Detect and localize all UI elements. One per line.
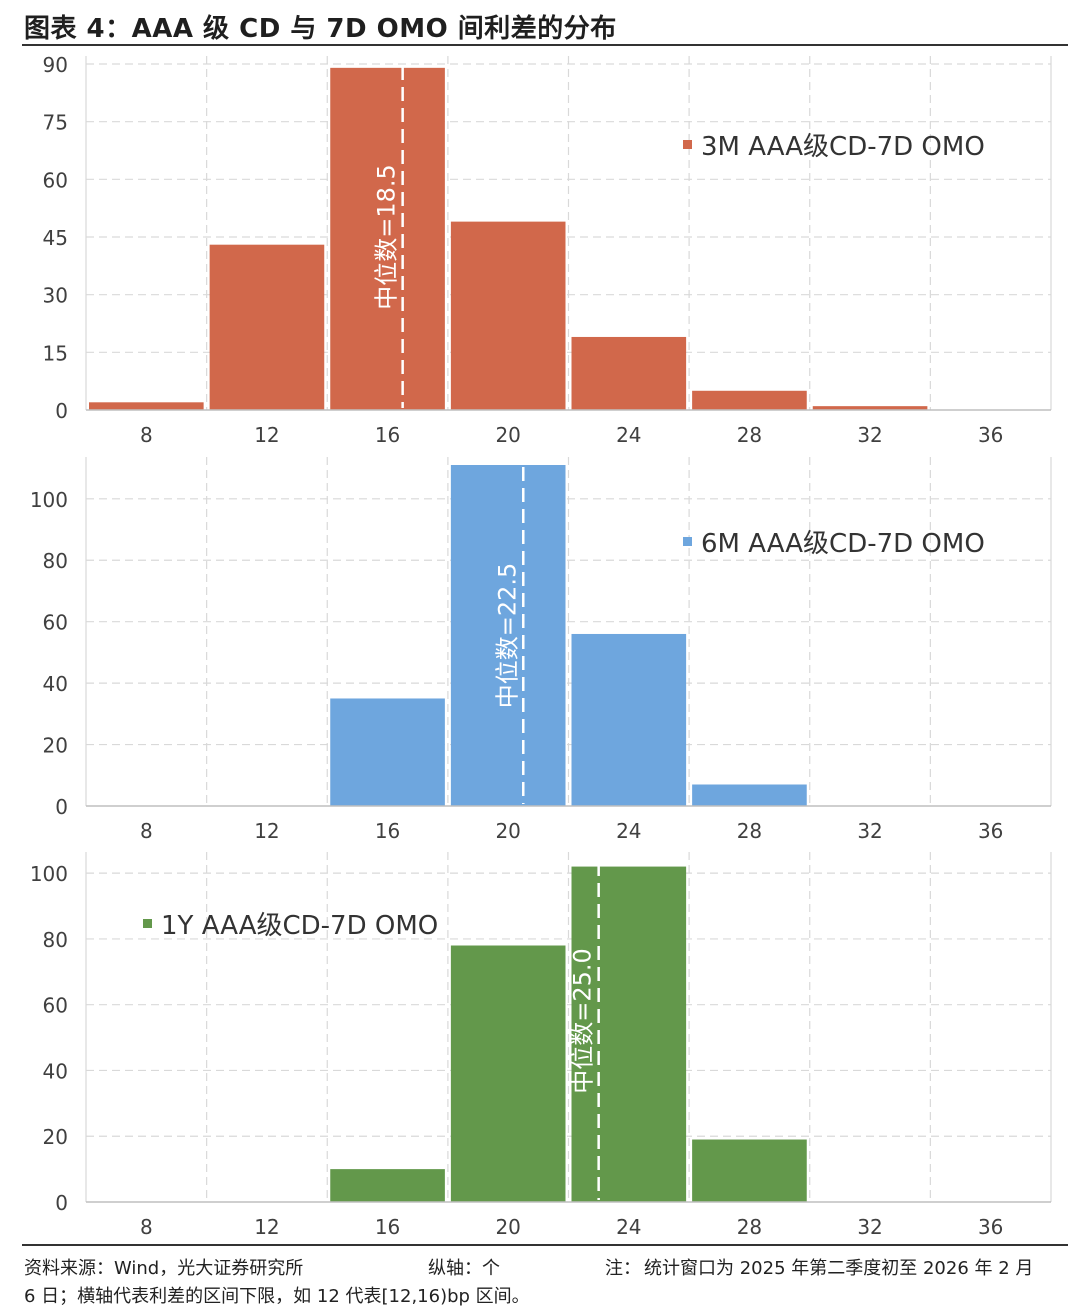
- bar-28: [692, 784, 807, 806]
- y-tick-label: 0: [55, 795, 68, 819]
- y-tick-label: 80: [43, 928, 68, 952]
- x-tick-label: 8: [140, 819, 153, 843]
- y-tick-label: 0: [55, 1191, 68, 1215]
- chart-panel-2: 0 20 40 60 80 100 8 12 16 20 24 28 32 36 中位数=22.5 6M AA…: [30, 457, 1052, 843]
- legend-swatch: [143, 919, 152, 928]
- x-tick-label: 8: [140, 423, 153, 447]
- y-tick-label: 45: [43, 226, 68, 250]
- charts-canvas: 0 15 30 45 60 75 90 8 12 16 20 24 28 32 36 中位数=18.5 3M A…: [30, 53, 1052, 1239]
- x-tick-label: 28: [737, 423, 762, 447]
- y-tick-label: 75: [43, 111, 68, 135]
- x-tick-label: 28: [737, 819, 762, 843]
- x-tick-label: 12: [254, 819, 279, 843]
- x-tick-label: 32: [857, 1215, 882, 1239]
- y-tick-label: 80: [43, 549, 68, 573]
- x-tick-label: 12: [254, 1215, 279, 1239]
- bar-16: [330, 1169, 445, 1202]
- x-tick-label: 32: [857, 423, 882, 447]
- y-tick-label: 60: [43, 611, 68, 635]
- y-tick-label: 40: [43, 1059, 68, 1083]
- figure-title-bar: 图表 4：AAA 级 CD 与 7D OMO 间利差的分布: [22, 4, 1068, 46]
- chart-panel-3: 0 20 40 60 80 100 8 12 16 20 24 28 32 36 中位数=25.0 1Y AA…: [30, 852, 1052, 1239]
- median-label: 中位数=25.0: [569, 948, 597, 1094]
- bar-16: [330, 67, 445, 410]
- y-tick-label: 15: [43, 341, 68, 365]
- x-tick-label: 24: [616, 423, 641, 447]
- bar-20: [450, 945, 566, 1202]
- y-tick-label: 90: [43, 53, 68, 77]
- bar-24: [571, 336, 687, 410]
- bar-12: [209, 244, 325, 410]
- median-label: 中位数=22.5: [493, 563, 521, 709]
- legend-label: 3M AAA级CD-7D OMO: [701, 132, 985, 162]
- bar-28: [692, 390, 807, 410]
- y-tick-label: 40: [43, 672, 68, 696]
- figure-title: 图表 4：AAA 级 CD 与 7D OMO 间利差的分布: [24, 14, 617, 44]
- x-tick-label: 16: [375, 819, 400, 843]
- x-tick-label: 16: [375, 423, 400, 447]
- x-tick-label: 24: [616, 819, 641, 843]
- x-tick-label: 12: [254, 423, 279, 447]
- x-tick-label: 20: [495, 423, 520, 447]
- x-tick-label: 24: [616, 1215, 641, 1239]
- bar-16: [330, 698, 445, 806]
- x-tick-label: 20: [495, 1215, 520, 1239]
- y-tick-label: 100: [30, 488, 68, 512]
- x-tick-label: 20: [495, 819, 520, 843]
- legend-label: 1Y AAA级CD-7D OMO: [161, 911, 438, 941]
- figure-footer: 资料来源：Wind，光大证券研究所 纵轴：个 注： 统计窗口为 2025 年第二…: [22, 1244, 1068, 1307]
- bar-20: [450, 221, 566, 410]
- x-tick-label: 36: [978, 423, 1003, 447]
- note-label: 注：: [605, 1258, 641, 1279]
- y-tick-label: 60: [43, 168, 68, 192]
- y-tick-label: 0: [55, 399, 68, 423]
- legend-swatch: [683, 140, 692, 149]
- y-tick-label: 60: [43, 994, 68, 1018]
- bar-24: [571, 633, 687, 806]
- x-tick-label: 8: [140, 1215, 153, 1239]
- x-tick-label: 28: [737, 1215, 762, 1239]
- bar-20: [450, 465, 566, 806]
- y-tick-label: 20: [43, 734, 68, 758]
- note-text: 统计窗口为 2025 年第二季度初至 2026 年 2 月: [644, 1258, 1034, 1279]
- bar-8: [89, 402, 204, 410]
- bar-24: [571, 866, 687, 1202]
- x-tick-label: 36: [978, 819, 1003, 843]
- y-tick-label: 100: [30, 862, 68, 886]
- yaxis-unit-note: 纵轴：个: [428, 1258, 500, 1279]
- legend-label: 6M AAA级CD-7D OMO: [701, 529, 985, 559]
- chart-panel-1: 0 15 30 45 60 75 90 8 12 16 20 24 28 32 36 中位数=18.5 3M A…: [43, 53, 1052, 447]
- x-tick-label: 36: [978, 1215, 1003, 1239]
- y-tick-label: 30: [43, 284, 68, 308]
- y-tick-label: 20: [43, 1125, 68, 1149]
- bar-32: [812, 406, 928, 410]
- bar-28: [692, 1139, 807, 1202]
- legend-swatch: [683, 537, 692, 546]
- x-tick-label: 16: [375, 1215, 400, 1239]
- x-tick-label: 32: [857, 819, 882, 843]
- median-label: 中位数=18.5: [373, 164, 401, 310]
- note-text-continued: 6 日；横轴代表利差的区间下限，如 12 代表[12,16)bp 区间。: [24, 1286, 530, 1307]
- source-note: 资料来源：Wind，光大证券研究所: [24, 1258, 304, 1279]
